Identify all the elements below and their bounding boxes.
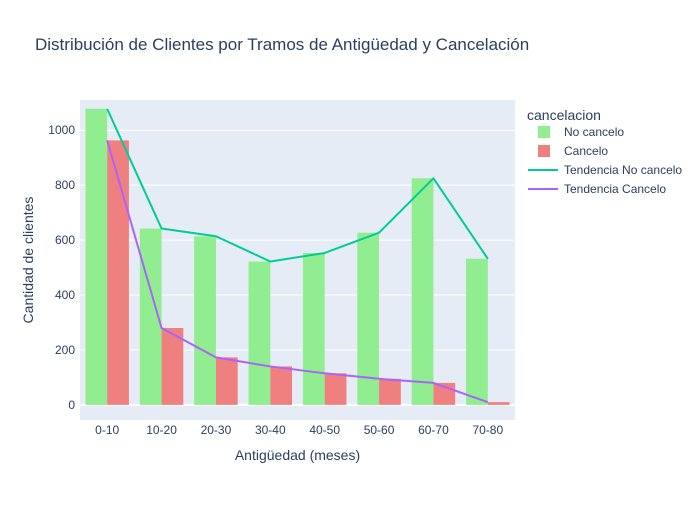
bar-no-cancelo[interactable] [194,236,216,405]
chart-title: Distribución de Clientes por Tramos de A… [35,35,529,54]
bar-cancelo[interactable] [487,402,510,405]
x-tick-label: 10-20 [146,423,177,437]
bar-cancelo[interactable] [324,373,347,405]
y-tick-label: 0 [68,398,75,412]
y-tick-label: 600 [55,233,75,247]
bar-cancelo[interactable] [107,140,129,405]
y-axis-ticks: 0 200 400 600 800 1000 [48,123,75,412]
legend-item-label[interactable]: Tendencia Cancelo [564,182,666,196]
bar-cancelo[interactable] [270,366,293,405]
x-tick-label: 20-30 [201,423,232,437]
legend-item-label[interactable]: No cancelo [564,125,624,139]
bar-cancelo[interactable] [379,378,401,405]
trend-lines[interactable] [106,108,489,404]
legend-swatch [538,126,550,138]
y-tick-label: 200 [55,343,75,357]
x-tick-label: 60-70 [418,423,449,437]
legend-swatch [538,145,550,157]
bar-no-cancelo[interactable] [302,252,325,405]
legend-item-label[interactable]: Tendencia No cancelo [564,163,682,177]
line-tendencia-no-cancelo[interactable] [106,108,489,263]
bar-no-cancelo[interactable] [466,258,488,405]
bar-no-cancelo[interactable] [357,232,380,405]
bar-cancelo[interactable] [215,357,238,405]
x-tick-label: 30-40 [255,423,286,437]
bar-no-cancelo[interactable] [85,108,108,405]
bar-no-cancelo[interactable] [248,261,271,405]
bar-cancelo[interactable] [161,327,184,405]
line-tendencia-cancelo[interactable] [106,140,489,404]
y-tick-label: 400 [55,288,75,302]
x-tick-label: 70-80 [472,423,503,437]
bar-no-cancelo[interactable] [411,178,434,405]
legend-item-label[interactable]: Cancelo [564,144,608,158]
x-tick-label: 0-10 [95,423,119,437]
y-axis-label: Cantidad de clientes [20,197,36,324]
legend[interactable]: cancelacion No cancelo Cancelo Tendencia N… [527,107,682,196]
y-tick-label: 1000 [48,123,75,137]
x-tick-label: 50-60 [364,423,395,437]
y-tick-label: 800 [55,178,75,192]
x-tick-label: 40-50 [309,423,340,437]
x-axis-ticks: 0-10 10-20 20-30 30-40 40-50 50-60 60-70 70-80 [95,423,503,437]
x-axis-label: Antigüedad (meses) [235,447,360,463]
legend-title: cancelacion [527,107,601,123]
